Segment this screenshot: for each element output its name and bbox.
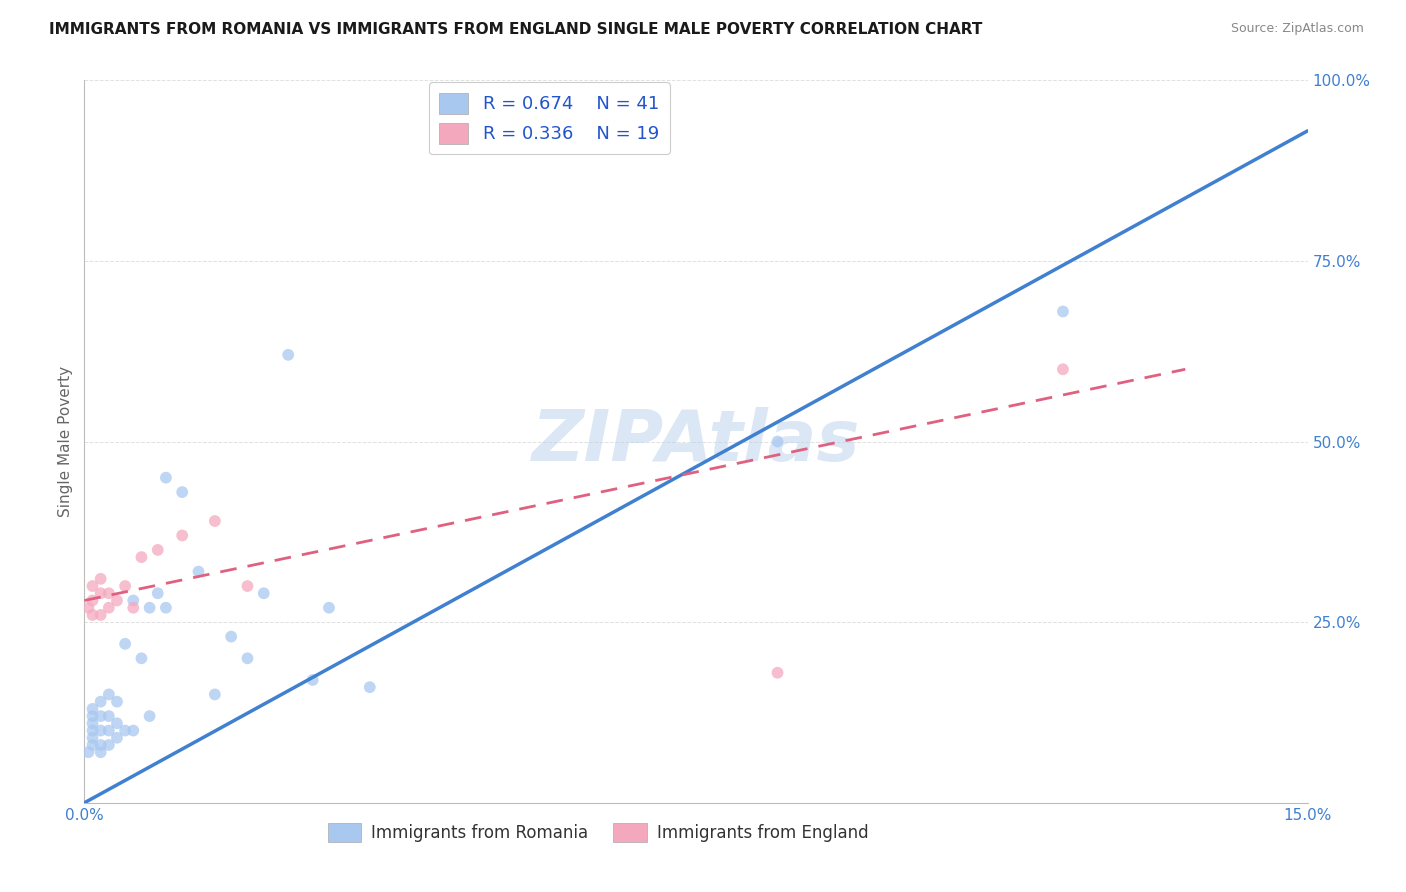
- Point: [277, 348, 299, 362]
- Point: [1052, 304, 1074, 318]
- Point: [90, 745, 112, 759]
- Point: [766, 434, 789, 449]
- Point: [146, 542, 169, 557]
- Point: [82, 723, 104, 738]
- Point: [253, 586, 276, 600]
- Text: ZIPAtlas: ZIPAtlas: [531, 407, 860, 476]
- Point: [90, 738, 112, 752]
- Point: [155, 470, 177, 484]
- Point: [105, 593, 128, 607]
- Point: [82, 593, 104, 607]
- Point: [204, 687, 226, 701]
- Point: [82, 731, 104, 745]
- Point: [97, 586, 120, 600]
- Point: [236, 651, 259, 665]
- Point: [82, 702, 104, 716]
- Point: [97, 687, 120, 701]
- Point: [131, 550, 153, 565]
- Legend: Immigrants from Romania, Immigrants from England: Immigrants from Romania, Immigrants from…: [321, 816, 875, 848]
- Point: [138, 600, 160, 615]
- Point: [138, 709, 160, 723]
- Point: [146, 586, 169, 600]
- Point: [90, 723, 112, 738]
- Point: [131, 651, 153, 665]
- Point: [766, 665, 789, 680]
- Point: [318, 600, 340, 615]
- Point: [97, 723, 120, 738]
- Point: [1052, 362, 1074, 376]
- Point: [236, 579, 259, 593]
- Point: [114, 579, 136, 593]
- Y-axis label: Single Male Poverty: Single Male Poverty: [58, 366, 73, 517]
- Point: [105, 731, 128, 745]
- Point: [82, 738, 104, 752]
- Point: [90, 709, 112, 723]
- Point: [77, 745, 100, 759]
- Point: [301, 673, 323, 687]
- Point: [82, 607, 104, 622]
- Point: [97, 709, 120, 723]
- Point: [105, 716, 128, 731]
- Point: [90, 607, 112, 622]
- Point: [155, 600, 177, 615]
- Point: [359, 680, 381, 694]
- Text: IMMIGRANTS FROM ROMANIA VS IMMIGRANTS FROM ENGLAND SINGLE MALE POVERTY CORRELATI: IMMIGRANTS FROM ROMANIA VS IMMIGRANTS FR…: [49, 22, 983, 37]
- Point: [172, 528, 194, 542]
- Point: [114, 637, 136, 651]
- Point: [105, 695, 128, 709]
- Point: [82, 709, 104, 723]
- Point: [82, 716, 104, 731]
- Point: [90, 695, 112, 709]
- Point: [77, 600, 100, 615]
- Point: [204, 514, 226, 528]
- Point: [219, 630, 242, 644]
- Point: [122, 593, 145, 607]
- Point: [82, 579, 104, 593]
- Point: [172, 485, 194, 500]
- Point: [90, 572, 112, 586]
- Point: [97, 738, 120, 752]
- Point: [114, 723, 136, 738]
- Point: [122, 600, 145, 615]
- Point: [187, 565, 209, 579]
- Point: [97, 600, 120, 615]
- Point: [90, 586, 112, 600]
- Text: Source: ZipAtlas.com: Source: ZipAtlas.com: [1230, 22, 1364, 36]
- Point: [122, 723, 145, 738]
